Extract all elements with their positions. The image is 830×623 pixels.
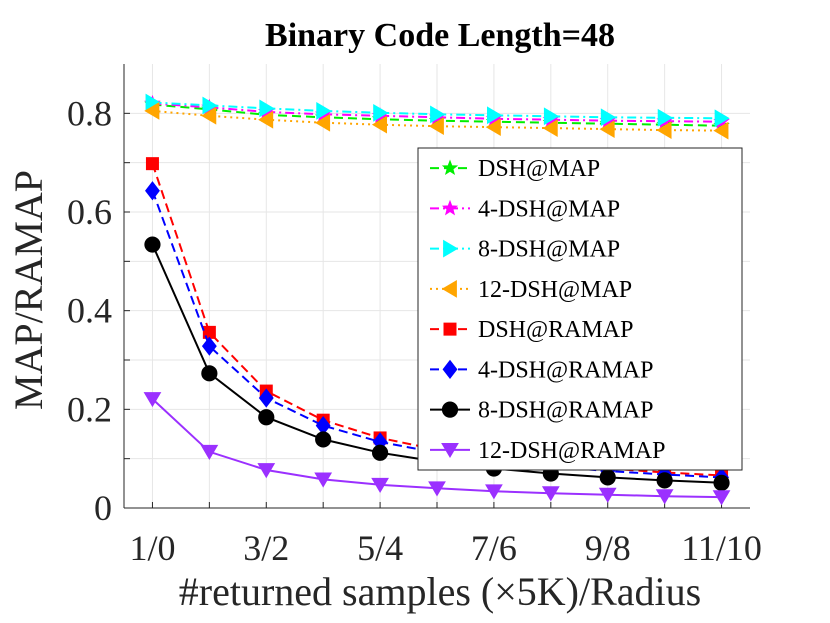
data-point — [315, 431, 332, 448]
legend-item: 8-DSH@RAMAP — [430, 398, 653, 424]
y-axis-label: MAP/RAMAP — [6, 170, 51, 410]
y-tick-label: 0.4 — [67, 291, 112, 331]
x-tick-label: 11/10 — [681, 528, 762, 568]
data-point — [599, 120, 615, 138]
data-point — [373, 103, 389, 122]
legend-label: 4-DSH@RAMAP — [478, 357, 653, 383]
data-point — [201, 365, 218, 382]
data-point — [712, 490, 731, 506]
data-point — [145, 181, 160, 201]
series-8-dsh-map — [145, 93, 730, 128]
data-point — [441, 280, 457, 298]
data-point — [542, 119, 558, 138]
data-point — [656, 121, 672, 139]
data-point — [258, 409, 275, 426]
data-point — [600, 108, 616, 127]
data-point — [144, 101, 160, 120]
data-point — [485, 118, 501, 137]
legend-item: 12-DSH@RAMAP — [430, 438, 665, 464]
y-tick-label: 0.8 — [67, 93, 112, 133]
data-point — [200, 444, 219, 460]
data-point — [541, 486, 560, 502]
data-point — [259, 99, 275, 118]
legend-label: 12-DSH@MAP — [478, 277, 632, 303]
legend-label: 8-DSH@MAP — [478, 237, 620, 263]
data-point — [144, 236, 161, 253]
y-tick-label: 0.2 — [67, 389, 112, 429]
data-point — [371, 477, 389, 493]
data-point — [258, 388, 274, 408]
x-tick-label: 3/2 — [243, 528, 289, 568]
legend-label: 12-DSH@RAMAP — [478, 438, 665, 464]
y-tick-label: 0 — [94, 488, 112, 528]
data-point — [655, 489, 674, 505]
data-point — [441, 401, 459, 418]
data-point — [713, 474, 730, 491]
data-point — [257, 463, 276, 479]
legend-label: DSH@MAP — [478, 156, 600, 182]
axes-layer — [123, 64, 750, 509]
legend-item: 12-DSH@MAP — [430, 277, 632, 303]
legend-item: 4-DSH@MAP — [430, 196, 620, 222]
data-point — [443, 322, 457, 336]
data-point — [428, 481, 446, 497]
data-point — [656, 472, 673, 489]
y-tick-label: 0.6 — [67, 192, 112, 232]
series-line — [152, 102, 722, 123]
data-point — [430, 105, 446, 124]
data-point — [487, 106, 503, 125]
data-point — [202, 96, 218, 115]
x-tick-label: 7/6 — [471, 528, 517, 568]
legend-box — [417, 147, 743, 471]
data-point — [713, 121, 729, 140]
data-point — [599, 469, 616, 486]
series-12-dsh-ramap — [143, 392, 731, 506]
data-point — [314, 113, 331, 132]
legend-item: DSH@RAMAP — [430, 317, 633, 343]
series-12-dsh-map — [144, 101, 729, 140]
data-point — [201, 336, 217, 356]
legend-item: 4-DSH@RAMAP — [430, 357, 653, 383]
legend-label: 4-DSH@MAP — [478, 196, 620, 222]
data-point — [443, 239, 459, 258]
x-tick-label: 1/0 — [129, 528, 175, 568]
series-line — [152, 109, 722, 132]
data-point — [258, 110, 274, 129]
data-point — [441, 442, 459, 459]
ticks-layer: 1/0 3/2 5/4 7/6 9/8 11/10 0 0.2 0.4 0.6 0.8 — [67, 93, 762, 568]
legend: DSH@MAP 4-DSH@MAP 8-DSH@MAP 12-DSH@MAP DSH@R… — [417, 147, 743, 471]
data-point — [201, 106, 217, 125]
data-point — [714, 109, 730, 128]
legend-label: DSH@RAMAP — [478, 317, 633, 343]
x-tick-label: 5/4 — [357, 528, 403, 568]
data-point — [371, 444, 389, 461]
data-point — [428, 117, 444, 136]
data-point — [143, 392, 162, 408]
chart-title: Binary Code Length=48 — [265, 17, 615, 54]
data-point — [316, 101, 332, 120]
data-point — [441, 159, 459, 176]
x-axis-label: #returned samples (×5K)/Radius — [179, 569, 701, 614]
x-tick-label: 9/8 — [585, 528, 631, 568]
legend-item: 8-DSH@MAP — [430, 237, 620, 263]
data-point — [485, 484, 503, 500]
legend-item: DSH@MAP — [430, 156, 600, 182]
data-point — [314, 472, 333, 488]
data-point — [598, 487, 617, 503]
data-point — [441, 199, 459, 216]
data-point — [145, 157, 159, 171]
data-point — [657, 108, 673, 127]
data-point — [543, 107, 560, 126]
data-point — [442, 359, 458, 379]
data-point — [371, 115, 387, 134]
legend-label: 8-DSH@RAMAP — [478, 398, 653, 424]
